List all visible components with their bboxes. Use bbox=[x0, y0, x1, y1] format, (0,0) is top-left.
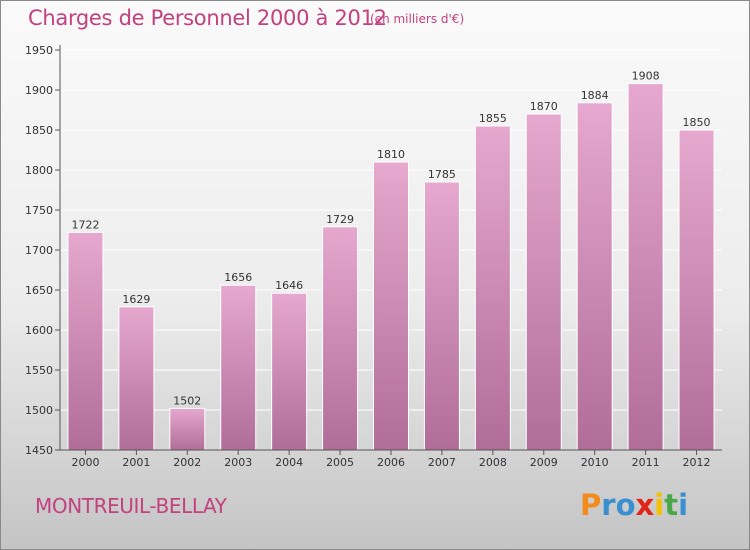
city-name: MONTREUIL-BELLAY bbox=[35, 494, 227, 518]
data-label-2011: 1908 bbox=[632, 70, 660, 83]
proxiti-logo[interactable]: Proxiti bbox=[580, 488, 688, 522]
x-tick-label-2008: 2008 bbox=[479, 456, 507, 469]
data-labels: 1722 1629 1502 1656 1646 1729 1810 1785 1855 1870… bbox=[71, 70, 710, 408]
bar-2000 bbox=[67, 231, 104, 451]
y-tick-label: 1550 bbox=[25, 364, 53, 377]
y-tick-label: 1800 bbox=[25, 164, 53, 177]
bar-2009 bbox=[525, 113, 562, 451]
data-label-2005: 1729 bbox=[326, 213, 354, 226]
data-label-2000: 1722 bbox=[71, 218, 99, 231]
x-tick-label-2003: 2003 bbox=[224, 456, 252, 469]
y-tick-label: 1700 bbox=[25, 244, 53, 257]
x-tick-label-2010: 2010 bbox=[581, 456, 609, 469]
data-label-2009: 1870 bbox=[530, 100, 558, 113]
data-label-2008: 1855 bbox=[479, 112, 507, 125]
bar-2006 bbox=[373, 161, 409, 451]
bar-2010 bbox=[576, 102, 613, 451]
data-label-2001: 1629 bbox=[122, 293, 150, 306]
axes: 1450 1500 1550 1600 1650 1700 1750 1800 1850 1900… bbox=[25, 44, 722, 469]
logo-letter: i bbox=[654, 488, 665, 522]
bar-2002 bbox=[169, 407, 206, 451]
y-tick-label: 1500 bbox=[25, 404, 53, 417]
y-tick-label: 1900 bbox=[25, 84, 53, 97]
logo-letter: i bbox=[678, 488, 689, 522]
bar-2004 bbox=[271, 292, 308, 451]
bar-2001 bbox=[118, 306, 155, 451]
bar-2012 bbox=[678, 129, 715, 451]
x-tick-label-2007: 2007 bbox=[428, 456, 456, 469]
chart-title: Charges de Personnel 2000 à 2012 bbox=[28, 6, 387, 30]
x-tick-label-2004: 2004 bbox=[275, 456, 303, 469]
logo-letter: x bbox=[635, 488, 655, 522]
bar-2008 bbox=[474, 125, 511, 451]
x-tick-label-2002: 2002 bbox=[173, 456, 201, 469]
data-label-2004: 1646 bbox=[275, 279, 303, 292]
bar-2011 bbox=[627, 83, 664, 451]
y-tick-label: 1850 bbox=[25, 124, 53, 137]
x-tick-label-2011: 2011 bbox=[632, 456, 660, 469]
y-tick-label: 1750 bbox=[25, 204, 53, 217]
bar-2003 bbox=[220, 284, 257, 451]
logo-letter: r bbox=[601, 488, 616, 522]
x-tick-label-2000: 2000 bbox=[71, 456, 99, 469]
logo-letter: t bbox=[664, 488, 679, 522]
y-tick-label: 1600 bbox=[25, 324, 53, 337]
chart-subtitle: (en milliers d'€) bbox=[370, 12, 465, 26]
x-tick-label-2005: 2005 bbox=[326, 456, 354, 469]
data-label-2002: 1502 bbox=[173, 394, 201, 407]
bar-2005 bbox=[322, 226, 359, 451]
x-tick-label-2012: 2012 bbox=[683, 456, 711, 469]
data-label-2003: 1656 bbox=[224, 271, 252, 284]
x-tick-label-2001: 2001 bbox=[122, 456, 150, 469]
y-tick-label: 1650 bbox=[25, 284, 53, 297]
y-tick-label: 1450 bbox=[25, 444, 53, 457]
data-label-2007: 1785 bbox=[428, 168, 456, 181]
x-tick-label-2009: 2009 bbox=[530, 456, 558, 469]
data-label-2006: 1810 bbox=[377, 148, 405, 161]
data-label-2012: 1850 bbox=[683, 116, 711, 129]
x-tick-label-2006: 2006 bbox=[377, 456, 405, 469]
logo-letter: P bbox=[580, 488, 602, 522]
logo-letter: o bbox=[615, 488, 636, 522]
y-tick-label: 1950 bbox=[25, 44, 53, 57]
data-label-2010: 1884 bbox=[581, 89, 609, 102]
bars bbox=[67, 83, 715, 451]
bar-2007 bbox=[423, 181, 460, 451]
